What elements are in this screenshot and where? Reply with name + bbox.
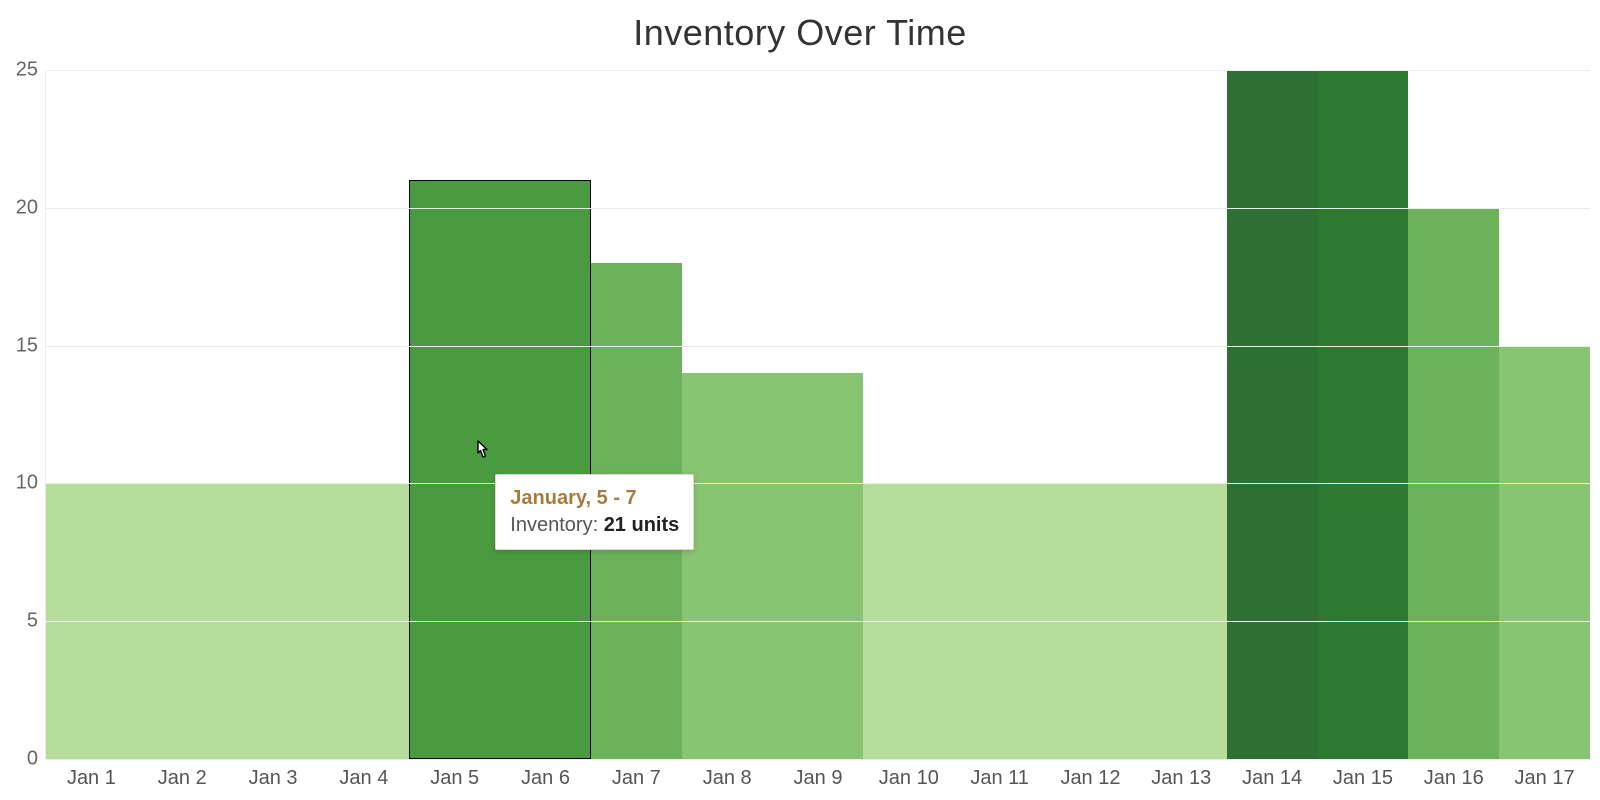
gridline	[46, 70, 1590, 71]
chart-title: Inventory Over Time	[0, 12, 1600, 54]
y-axis-tick-label: 10	[16, 472, 38, 495]
y-axis-tick-label: 15	[16, 334, 38, 357]
x-axis-tick-label: Jan 2	[158, 767, 207, 790]
bar[interactable]	[1499, 346, 1590, 759]
bars-layer	[46, 70, 1590, 759]
gridline	[46, 621, 1590, 622]
x-axis-tick-label: Jan 6	[521, 767, 570, 790]
x-axis-tick-label: Jan 15	[1333, 767, 1393, 790]
tooltip: January, 5 - 7Inventory: 21 units	[495, 474, 694, 550]
gridline	[46, 208, 1590, 209]
x-axis-tick-label: Jan 3	[249, 767, 298, 790]
y-axis-tick-label: 5	[27, 610, 38, 633]
bar[interactable]	[409, 180, 591, 759]
tooltip-value: 21 units	[604, 514, 680, 536]
gridline	[46, 346, 1590, 347]
x-axis-tick-label: Jan 12	[1060, 767, 1120, 790]
bar[interactable]	[1227, 70, 1318, 759]
plot-area: 0510152025Jan 1Jan 2Jan 3Jan 4Jan 5Jan 6…	[45, 70, 1590, 760]
y-axis-tick-label: 25	[16, 59, 38, 82]
gridline	[46, 483, 1590, 484]
bar[interactable]	[682, 373, 864, 759]
x-axis-tick-label: Jan 11	[970, 767, 1029, 790]
y-axis-tick-label: 20	[16, 196, 38, 219]
tooltip-title: January, 5 - 7	[510, 485, 679, 512]
tooltip-line: Inventory: 21 units	[510, 512, 679, 539]
x-axis-tick-label: Jan 17	[1515, 767, 1575, 790]
bar[interactable]	[1318, 70, 1409, 759]
x-axis-tick-label: Jan 5	[430, 767, 479, 790]
x-axis-tick-label: Jan 16	[1424, 767, 1484, 790]
x-axis-tick-label: Jan 8	[703, 767, 752, 790]
tooltip-label: Inventory:	[510, 514, 603, 536]
gridline	[46, 759, 1590, 760]
x-axis-tick-label: Jan 4	[339, 767, 388, 790]
x-axis-tick-label: Jan 7	[612, 767, 661, 790]
x-axis-tick-label: Jan 10	[879, 767, 939, 790]
x-axis-tick-label: Jan 1	[67, 767, 116, 790]
x-axis-tick-label: Jan 9	[794, 767, 843, 790]
y-axis-tick-label: 0	[27, 748, 38, 771]
inventory-chart: Inventory Over Time 0510152025Jan 1Jan 2…	[0, 0, 1600, 800]
x-axis-tick-label: Jan 14	[1242, 767, 1302, 790]
x-axis-tick-label: Jan 13	[1151, 767, 1211, 790]
